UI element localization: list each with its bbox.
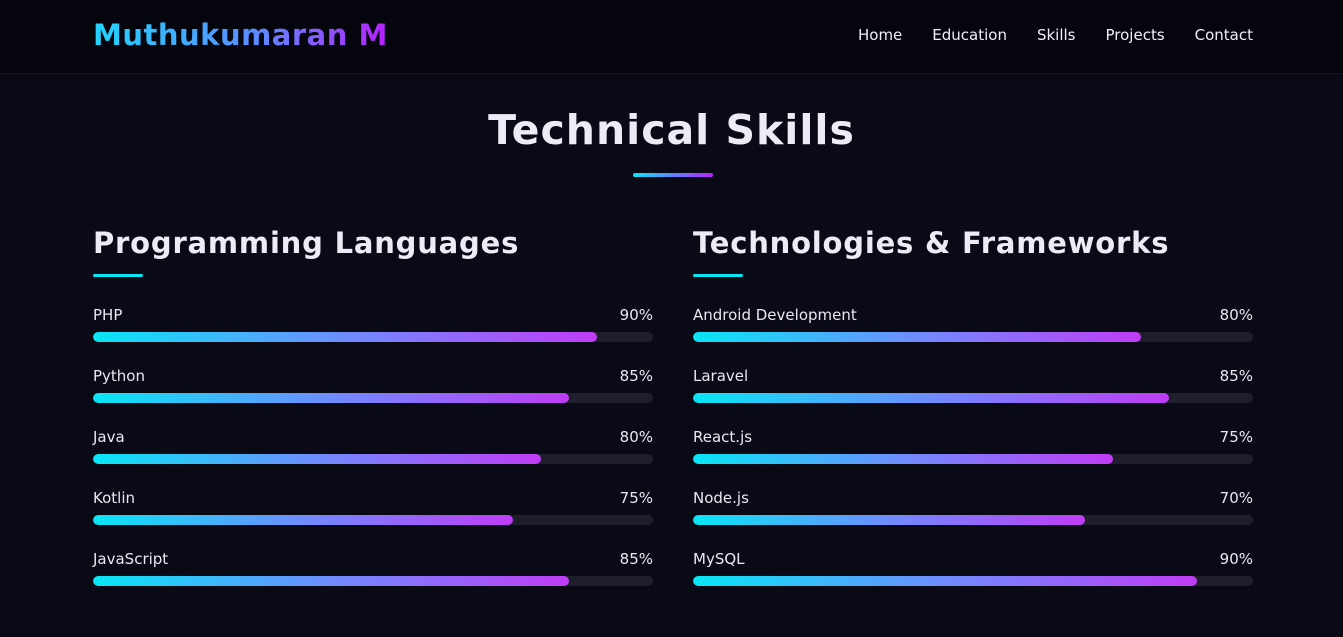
title-underline bbox=[633, 173, 713, 177]
skill-progress-fill bbox=[93, 393, 569, 403]
skill-progress-fill bbox=[93, 576, 569, 586]
skill-name: Laravel bbox=[693, 367, 749, 385]
skill-item: Python 85% bbox=[93, 366, 653, 427]
section-title: Technical Skills bbox=[488, 106, 855, 154]
column-underline bbox=[693, 274, 743, 277]
skill-percent: 70% bbox=[1219, 489, 1253, 507]
skill-percent: 85% bbox=[1219, 367, 1253, 385]
skill-row: Java 80% bbox=[93, 427, 653, 447]
skill-item: JavaScript 85% bbox=[93, 549, 653, 610]
nav-link-projects[interactable]: Projects bbox=[1105, 26, 1165, 44]
skill-percent: 80% bbox=[1219, 306, 1253, 324]
skill-percent: 75% bbox=[1219, 428, 1253, 446]
nav-link-skills[interactable]: Skills bbox=[1036, 26, 1076, 44]
skill-progress-fill bbox=[693, 454, 1113, 464]
nav-link-contact[interactable]: Contact bbox=[1194, 26, 1253, 44]
skill-progress-track bbox=[93, 393, 653, 403]
skill-progress-track bbox=[93, 576, 653, 586]
skill-progress-fill bbox=[693, 332, 1141, 342]
skill-item: Java 80% bbox=[93, 427, 653, 488]
skill-row: Laravel 85% bbox=[693, 366, 1253, 386]
site-logo[interactable]: Muthukumaran M bbox=[93, 18, 388, 52]
skill-row: Node.js 70% bbox=[693, 488, 1253, 508]
skill-item: React.js 75% bbox=[693, 427, 1253, 488]
skill-row: React.js 75% bbox=[693, 427, 1253, 447]
skill-name: JavaScript bbox=[93, 550, 169, 568]
technologies-column: Technologies & Frameworks Android Develo… bbox=[693, 226, 1253, 610]
navbar: Muthukumaran M Home Education Skills Pro… bbox=[0, 0, 1343, 74]
skill-row: Android Development 80% bbox=[693, 305, 1253, 325]
programming-languages-column: Programming Languages PHP 90% Python 85% Jav… bbox=[93, 226, 653, 610]
skill-name: MySQL bbox=[693, 550, 745, 568]
technologies-title: Technologies & Frameworks bbox=[693, 226, 1170, 260]
skill-percent: 75% bbox=[619, 489, 653, 507]
skill-row: Kotlin 75% bbox=[93, 488, 653, 508]
skill-progress-fill bbox=[93, 332, 597, 342]
skill-percent: 80% bbox=[619, 428, 653, 446]
nav-link-home[interactable]: Home bbox=[857, 26, 903, 44]
skill-name: Android Development bbox=[693, 306, 857, 324]
skill-progress-fill bbox=[93, 454, 541, 464]
skill-percent: 90% bbox=[1219, 550, 1253, 568]
skill-row: JavaScript 85% bbox=[93, 549, 653, 569]
skill-name: Python bbox=[93, 367, 145, 385]
skill-item: MySQL 90% bbox=[693, 549, 1253, 610]
nav-link-education[interactable]: Education bbox=[932, 26, 1007, 44]
skill-progress-track bbox=[693, 332, 1253, 342]
skill-progress-track bbox=[693, 515, 1253, 525]
skill-item: Kotlin 75% bbox=[93, 488, 653, 549]
skill-percent: 90% bbox=[619, 306, 653, 324]
skill-percent: 85% bbox=[619, 550, 653, 568]
skill-progress-fill bbox=[93, 515, 513, 525]
technology-skill-list: Android Development 80% Laravel 85% React.js… bbox=[693, 305, 1253, 610]
skill-progress-fill bbox=[693, 515, 1085, 525]
skill-progress-track bbox=[693, 393, 1253, 403]
skill-item: PHP 90% bbox=[93, 305, 653, 366]
skill-item: Android Development 80% bbox=[693, 305, 1253, 366]
skill-row: Python 85% bbox=[93, 366, 653, 386]
skill-name: React.js bbox=[693, 428, 753, 446]
skill-row: MySQL 90% bbox=[693, 549, 1253, 569]
skill-name: Node.js bbox=[693, 489, 749, 507]
skill-name: Java bbox=[93, 428, 125, 446]
skill-progress-track bbox=[93, 454, 653, 464]
programming-languages-title: Programming Languages bbox=[93, 226, 520, 260]
column-underline bbox=[93, 274, 143, 277]
skill-progress-track bbox=[693, 576, 1253, 586]
programming-skill-list: PHP 90% Python 85% Java 80% Kotlin 75% JavaScrip… bbox=[93, 305, 653, 610]
skill-percent: 85% bbox=[619, 367, 653, 385]
skill-item: Laravel 85% bbox=[693, 366, 1253, 427]
skill-name: PHP bbox=[93, 306, 123, 324]
nav-menu: Home Education Skills Projects Contact bbox=[858, 26, 1253, 44]
skill-progress-track bbox=[693, 454, 1253, 464]
skill-progress-fill bbox=[693, 393, 1169, 403]
skill-item: Node.js 70% bbox=[693, 488, 1253, 549]
skill-progress-track bbox=[93, 332, 653, 342]
skill-name: Kotlin bbox=[93, 489, 135, 507]
skill-progress-track bbox=[93, 515, 653, 525]
skill-row: PHP 90% bbox=[93, 305, 653, 325]
skill-progress-fill bbox=[693, 576, 1197, 586]
